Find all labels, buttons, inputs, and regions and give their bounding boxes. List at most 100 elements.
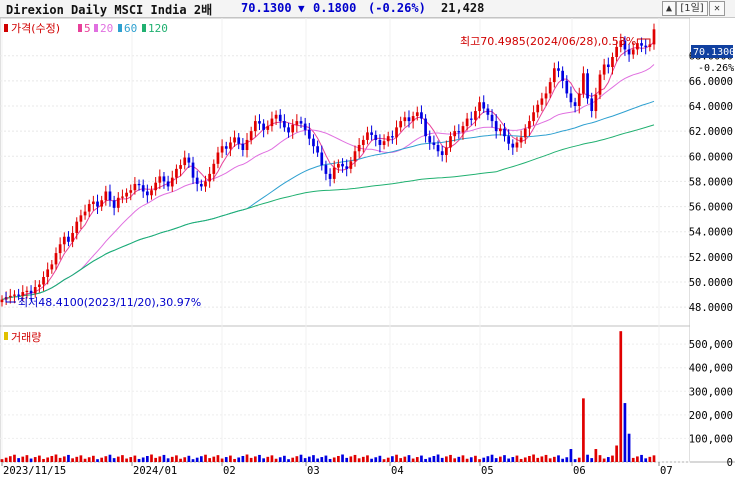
close-button[interactable]: ✕ (709, 1, 725, 16)
candle-body (411, 116, 415, 122)
low-arrow-icon (5, 292, 16, 303)
volume-bar (623, 403, 627, 462)
volume-bar (274, 458, 278, 462)
price-tick-label: 48.0000 (689, 302, 733, 314)
volume-bar (258, 454, 261, 462)
volume-bar (341, 454, 344, 462)
volume-bar (307, 456, 311, 462)
scroll-up-button[interactable]: ▲ (662, 1, 676, 16)
volume-bar (627, 433, 631, 462)
candle-body (92, 201, 95, 205)
candle-body (386, 136, 390, 142)
volume-bar (486, 456, 490, 462)
volume-bar (262, 458, 265, 462)
candle-body (590, 98, 594, 112)
candle-body (38, 284, 41, 288)
volume-bar (544, 454, 548, 462)
candle-body (212, 163, 216, 174)
volume-bar (303, 458, 307, 462)
date-tick-label: 2024/01 (133, 465, 177, 477)
volume-bar (606, 457, 610, 462)
candle-body (449, 136, 452, 148)
candle-body (540, 98, 544, 105)
candle-body (415, 112, 419, 117)
candle-body (337, 163, 340, 168)
candle-body (291, 124, 295, 133)
candle-body (403, 117, 407, 122)
candle-body (274, 114, 278, 119)
candle-body (299, 121, 303, 124)
volume-bar (386, 457, 390, 462)
candle-body (582, 73, 585, 94)
candle-body (112, 200, 116, 208)
volume-bar (92, 455, 95, 462)
high-annotation: 최고70.4985(2024/06/28),0.53% (460, 35, 636, 48)
candle-body (478, 102, 481, 112)
candle-body (577, 93, 581, 106)
candle-body (208, 173, 211, 182)
volume-bar (424, 458, 427, 462)
volume-bar (453, 458, 457, 462)
volume-bar (87, 457, 91, 462)
volume-bar (457, 456, 461, 462)
candle-body (17, 294, 20, 296)
candle-body (13, 294, 16, 296)
candle-body (536, 104, 540, 113)
volume-tick-label: 400,000 (689, 363, 733, 375)
volume-tick-label: 100,000 (689, 433, 733, 445)
candle-body (137, 183, 141, 186)
candle-body (503, 128, 506, 137)
candle-body (191, 162, 195, 178)
volume-bar (229, 455, 232, 462)
last-price: 70.1300 (241, 1, 292, 15)
candle-body (349, 161, 353, 169)
volume-bar (594, 449, 598, 462)
candle-body (432, 142, 436, 145)
volume-bar (461, 455, 465, 462)
candle-body (8, 295, 12, 298)
candle-body (62, 236, 66, 245)
volume-bar (420, 455, 423, 462)
candle-body (233, 137, 236, 143)
volume-bar (528, 455, 531, 462)
legend-ma60-marker (118, 24, 122, 32)
period-button[interactable]: [1일] (676, 1, 708, 16)
volume-bar (46, 457, 50, 462)
volume-bar (619, 331, 623, 462)
price-tick-label: 60.0000 (689, 151, 733, 163)
volume-bar (532, 454, 535, 462)
volume-bar (511, 457, 515, 462)
candle-body (561, 70, 564, 81)
candle-body (303, 123, 307, 130)
volume-bar (121, 455, 124, 462)
volume-bar (565, 457, 569, 462)
volume-bar (640, 454, 643, 462)
price-tick-label: 52.0000 (689, 252, 733, 264)
volume-bar (162, 454, 166, 462)
volume-bar (548, 458, 552, 462)
candle-body (382, 141, 386, 145)
low-annotation: 최저48.4100(2023/11/20),30.97% (18, 296, 201, 309)
candle-body (345, 166, 349, 169)
volume-bar (208, 458, 211, 462)
volume-bar (366, 455, 369, 462)
candle-body (341, 163, 344, 167)
last-price-box-value: 70.1300 (693, 47, 735, 58)
volume-bar (212, 456, 216, 462)
candle-body (67, 236, 70, 242)
candle-body (141, 185, 145, 192)
volume-bar (204, 454, 207, 462)
legend-ma120-marker (142, 24, 146, 32)
volume-bar (590, 458, 594, 462)
candle-body (245, 139, 249, 150)
volume-tick-label: 0 (727, 457, 733, 469)
volume-bar (573, 459, 577, 462)
date-tick-label: 04 (391, 465, 404, 477)
volume-bar (83, 458, 87, 462)
price-panel (0, 17, 691, 327)
candle-body (640, 43, 643, 46)
volume-bar (270, 455, 274, 462)
candle-body (46, 269, 50, 277)
volume-bar (150, 454, 153, 462)
